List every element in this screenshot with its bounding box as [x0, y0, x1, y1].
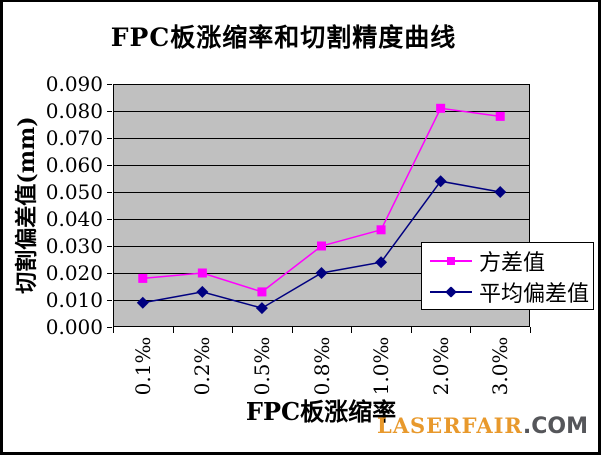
y-tick-label: 0.020 [45, 261, 103, 285]
x-tick-mark [530, 327, 531, 333]
x-tick-mark [411, 327, 412, 333]
legend-item-variance: 方差值 [430, 245, 593, 276]
x-category-label: 0.8‰ [309, 336, 334, 396]
data-point [436, 103, 446, 113]
y-tick-mark [107, 219, 112, 220]
y-tick-mark [107, 300, 112, 301]
y-tick-label: 0.040 [45, 207, 103, 231]
y-tick-label: 0.010 [45, 288, 103, 312]
data-point [375, 256, 388, 269]
y-tick-mark [107, 246, 112, 247]
y-tick-mark [107, 165, 112, 166]
data-point [257, 287, 267, 297]
chart-canvas: FPC板涨缩率和切割精度曲线 切割偏差值(mm) FPC板涨缩率 方差值 平均偏… [3, 2, 598, 452]
legend-sample-variance [430, 254, 472, 268]
y-tick-mark [107, 192, 112, 193]
legend: 方差值 平均偏差值 [421, 242, 594, 310]
y-tick-label: 0.080 [45, 99, 103, 123]
x-tick-mark [351, 327, 352, 333]
data-point [196, 285, 209, 298]
data-point [136, 296, 149, 309]
square-marker-icon [447, 256, 455, 265]
data-point [317, 241, 326, 251]
data-point [494, 186, 507, 198]
x-tick-mark [113, 327, 114, 333]
x-category-label: 2.0‰ [428, 336, 453, 396]
x-category-label: 0.2‰ [190, 336, 215, 396]
x-category-label: 1.0‰ [369, 336, 394, 396]
watermark-suffix: .COM [522, 414, 588, 439]
x-tick-mark [173, 327, 174, 333]
y-tick-mark [107, 138, 112, 139]
x-tick-mark [292, 327, 293, 333]
plot-svg [113, 84, 530, 327]
legend-item-mean-deviation: 平均偏差值 [430, 276, 593, 307]
chart-title: FPC板涨缩率和切割精度曲线 [110, 23, 457, 52]
x-axis-title: FPC板涨缩率 [245, 397, 397, 426]
y-tick-mark [107, 273, 112, 274]
y-tick-label: 0.000 [45, 315, 103, 339]
y-tick-label: 0.050 [45, 180, 103, 204]
x-category-label: 0.5‰ [249, 336, 274, 396]
watermark: LASERFAIR.COM [377, 413, 588, 439]
y-tick-label: 0.090 [45, 72, 103, 96]
y-tick-mark [107, 84, 112, 85]
diamond-marker-icon [445, 285, 457, 298]
data-point [315, 267, 328, 279]
x-tick-mark [232, 327, 233, 333]
watermark-brand: LASERFAIR [376, 413, 523, 438]
plot-area [113, 84, 530, 327]
x-category-label: 0.1‰ [130, 336, 155, 396]
y-tick-mark [107, 327, 112, 328]
x-category-label: 3.0‰ [488, 336, 513, 396]
legend-label: 方差值 [479, 250, 546, 276]
data-point [376, 225, 386, 235]
legend-sample-mean-deviation [430, 285, 472, 299]
data-point [255, 302, 268, 315]
x-tick-mark [470, 327, 471, 333]
y-tick-label: 0.030 [45, 234, 103, 258]
data-point [138, 273, 148, 283]
y-tick-label: 0.060 [45, 153, 103, 177]
legend-label: 平均偏差值 [479, 281, 590, 307]
data-point [495, 111, 505, 121]
y-tick-label: 0.070 [45, 126, 103, 150]
data-point [434, 175, 447, 188]
y-tick-mark [107, 111, 112, 112]
data-point [197, 268, 207, 278]
